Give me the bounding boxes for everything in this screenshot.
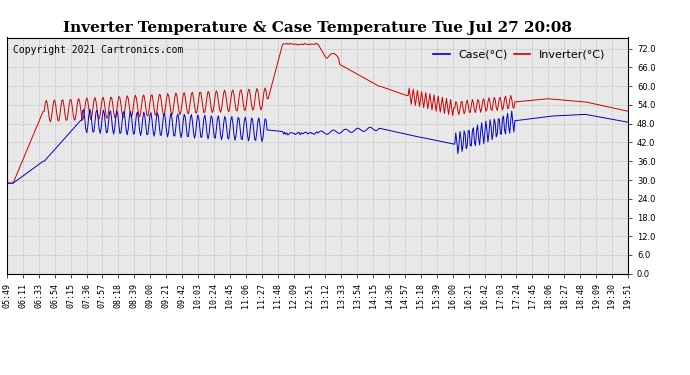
- Title: Inverter Temperature & Case Temperature Tue Jul 27 20:08: Inverter Temperature & Case Temperature …: [63, 21, 572, 35]
- Legend: Case(°C), Inverter(°C): Case(°C), Inverter(°C): [428, 45, 610, 64]
- Text: Copyright 2021 Cartronics.com: Copyright 2021 Cartronics.com: [13, 45, 184, 55]
